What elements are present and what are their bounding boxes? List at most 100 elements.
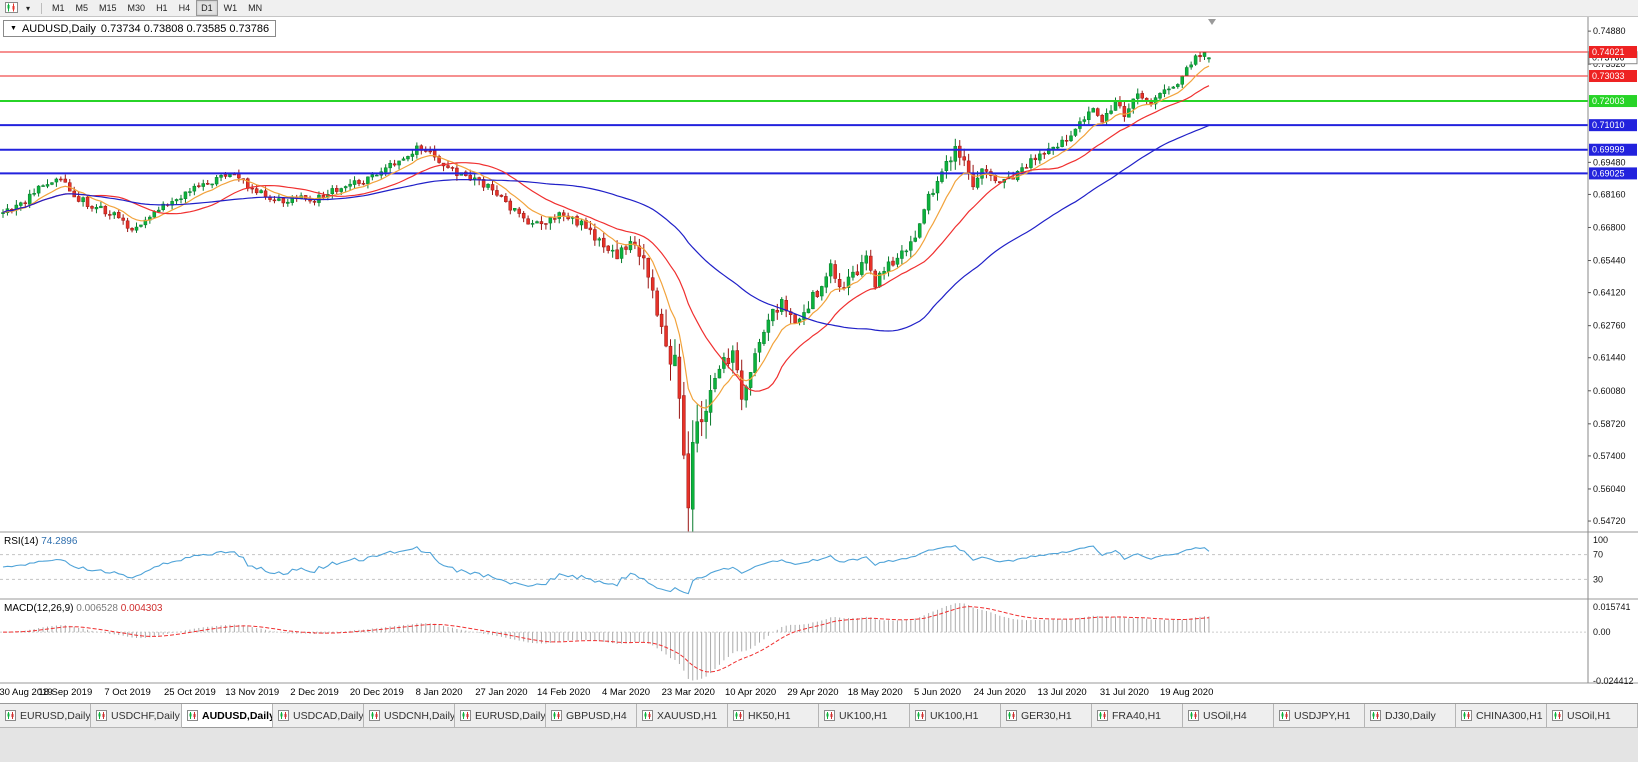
horizontal-level-lines[interactable] <box>0 51 1588 175</box>
timeframe-button-w1[interactable]: W1 <box>223 3 238 13</box>
chart-tab-icon <box>551 710 562 721</box>
chart-tab-ger30-h1[interactable]: GER30,H1 <box>1001 704 1092 728</box>
chart-ohlc-values: 0.73734 0.73808 0.73585 0.73786 <box>100 22 270 35</box>
svg-text:18 Sep 2019: 18 Sep 2019 <box>38 687 92 698</box>
chart-tab-icon <box>96 710 107 721</box>
timeframe-button-m30[interactable]: M30 <box>127 3 146 13</box>
svg-text:0.65440: 0.65440 <box>1593 256 1626 266</box>
chart-tab-usdcnh-daily[interactable]: USDCNH,Daily <box>364 704 455 728</box>
chart-tab-usdjpy-h1[interactable]: USDJPY,H1 <box>1274 704 1365 728</box>
chart-tab-icon <box>460 710 471 721</box>
chart-tab-icon <box>1279 710 1290 721</box>
rsi-value: 74.2896 <box>41 536 78 547</box>
chart-tab-xauusd-h1[interactable]: XAUUSD,H1 <box>637 704 728 728</box>
svg-text:0.61440: 0.61440 <box>1593 353 1626 363</box>
svg-text:10 Apr 2020: 10 Apr 2020 <box>725 687 776 698</box>
chart-tab-icon <box>915 710 926 721</box>
chart-tab-china300-h1[interactable]: CHINA300,H1 <box>1456 704 1547 728</box>
timeframe-button-d1[interactable]: D1 <box>196 0 218 16</box>
svg-text:13 Nov 2019: 13 Nov 2019 <box>225 687 279 698</box>
timeframe-button-m15[interactable]: M15 <box>99 3 117 13</box>
window-menu-icon[interactable]: ▼ <box>10 25 17 32</box>
svg-text:0.58720: 0.58720 <box>1593 419 1626 429</box>
svg-text:24 Jun 2020: 24 Jun 2020 <box>974 687 1026 698</box>
svg-text:0.54720: 0.54720 <box>1593 516 1626 526</box>
level-price-label: 0.69025 <box>1589 167 1637 180</box>
timeframe-button-h1[interactable]: H1 <box>156 3 168 13</box>
macd-main-value: 0.006528 <box>76 603 118 614</box>
svg-text:0.69480: 0.69480 <box>1593 157 1626 167</box>
svg-text:25 Oct 2019: 25 Oct 2019 <box>164 687 216 698</box>
chart-shift-marker[interactable] <box>1208 19 1216 25</box>
chart-tab-label: AUDUSD,Daily <box>202 709 273 722</box>
chart-tab-label: GBPUSD,H4 <box>566 709 627 722</box>
chart-tab-uk100-h1[interactable]: UK100,H1 <box>819 704 910 728</box>
svg-text:0.56040: 0.56040 <box>1593 484 1626 494</box>
svg-text:30 Aug 2019: 30 Aug 2019 <box>0 687 53 698</box>
moving-average-55 <box>2 124 1210 332</box>
svg-text:0.72003: 0.72003 <box>1592 96 1625 106</box>
chart-tab-audusd-daily[interactable]: AUDUSD,Daily <box>182 704 273 728</box>
macd-pane-label: MACD(12,26,9) 0.006528 0.004303 <box>4 603 162 614</box>
chart-tab-label: XAUUSD,H1 <box>657 709 718 722</box>
chart-tab-usdchf-daily[interactable]: USDCHF,Daily <box>91 704 182 728</box>
rsi-pane-label: RSI(14) 74.2896 <box>4 536 77 547</box>
chart-tab-label: UK100,H1 <box>930 709 979 722</box>
rsi-axis-label: 100 <box>1593 535 1608 545</box>
candlestick-chart-icon <box>4 1 18 15</box>
level-price-label: 0.74021 <box>1589 45 1637 58</box>
macd-indicator-name: MACD(12,26,9) <box>4 603 74 614</box>
chart-tab-label: HK50,H1 <box>748 709 791 722</box>
chart-tab-label: EURUSD,Daily <box>20 709 91 722</box>
svg-text:20 Dec 2019: 20 Dec 2019 <box>350 687 404 698</box>
chart-tab-icon <box>278 710 289 721</box>
price-chart-canvas[interactable]: 0.748800.735200.694800.681600.668000.654… <box>0 17 1638 703</box>
svg-text:0.73033: 0.73033 <box>1592 71 1625 81</box>
svg-text:29 Apr 2020: 29 Apr 2020 <box>787 687 838 698</box>
svg-text:8 Jan 2020: 8 Jan 2020 <box>416 687 463 698</box>
svg-text:27 Jan 2020: 27 Jan 2020 <box>475 687 527 698</box>
chart-tab-dj30-daily[interactable]: DJ30,Daily <box>1365 704 1456 728</box>
chart-tab-usdcad-daily[interactable]: USDCAD,Daily <box>273 704 364 728</box>
chart-tab-gbpusd-h4[interactable]: GBPUSD,H4 <box>546 704 637 728</box>
chart-tab-usoil-h1[interactable]: USOil,H1 <box>1547 704 1638 728</box>
chart-tab-icon <box>5 710 16 721</box>
macd-axis-label: 0.015741 <box>1593 602 1631 612</box>
svg-text:0.69999: 0.69999 <box>1592 145 1625 155</box>
chart-tab-eurusd-daily[interactable]: EURUSD,Daily <box>0 704 91 728</box>
chart-tab-fra40-h1[interactable]: FRA40,H1 <box>1092 704 1183 728</box>
svg-text:7 Oct 2019: 7 Oct 2019 <box>104 687 150 698</box>
chart-tab-icon <box>369 710 380 721</box>
chart-tab-label: USDCAD,Daily <box>293 709 364 722</box>
macd-axis-label: 0.00 <box>1593 627 1611 637</box>
svg-text:4 Mar 2020: 4 Mar 2020 <box>602 687 650 698</box>
chart-tab-icon <box>824 710 835 721</box>
chart-tab-label: FRA40,H1 <box>1112 709 1162 722</box>
svg-text:0.64120: 0.64120 <box>1593 288 1626 298</box>
chart-tab-usoil-h4[interactable]: USOil,H4 <box>1183 704 1274 728</box>
chart-tab-uk100-h1[interactable]: UK100,H1 <box>910 704 1001 728</box>
chart-tab-eurusd-daily[interactable]: EURUSD,Daily <box>455 704 546 728</box>
timeframe-button-m5[interactable]: M5 <box>75 3 89 13</box>
rsi-axis-label: 30 <box>1593 574 1603 584</box>
chart-tab-label: USDCNH,Daily <box>384 709 455 722</box>
chart-title-box: ▼ AUDUSD,Daily 0.73734 0.73808 0.73585 0… <box>3 20 277 37</box>
toolbar-separator <box>41 2 42 14</box>
svg-text:0.60080: 0.60080 <box>1593 386 1626 396</box>
level-price-label: 0.71010 <box>1589 119 1637 132</box>
chart-tab-label: GER30,H1 <box>1021 709 1072 722</box>
timeframe-button-h4[interactable]: H4 <box>178 3 191 13</box>
timeframe-button-m1[interactable]: M1 <box>52 3 65 13</box>
chart-menu-button[interactable]: ▾ <box>20 1 36 16</box>
rsi-indicator-name: RSI(14) <box>4 536 39 547</box>
chart-type-button[interactable] <box>3 1 19 16</box>
svg-text:0.66800: 0.66800 <box>1593 222 1626 232</box>
chart-tab-label: USOil,H1 <box>1567 709 1611 722</box>
timeframe-toolbar: M1 M5 M15 M30 H1 H4 D1 W1 MN <box>47 0 267 16</box>
chart-tab-label: CHINA300,H1 <box>1476 709 1543 722</box>
chart-tab-icon <box>642 710 653 721</box>
svg-text:31 Jul 2020: 31 Jul 2020 <box>1100 687 1149 698</box>
timeframe-button-mn[interactable]: MN <box>248 3 263 13</box>
top-toolbar: ▾ M1 M5 M15 M30 H1 H4 D1 W1 MN <box>0 0 1638 17</box>
chart-tab-hk50-h1[interactable]: HK50,H1 <box>728 704 819 728</box>
